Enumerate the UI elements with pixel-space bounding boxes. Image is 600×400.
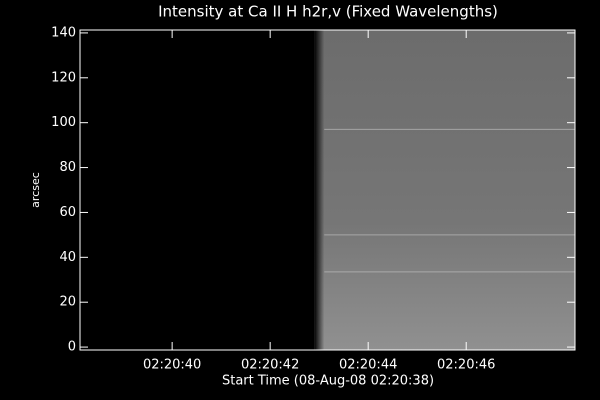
y-tick-label: 60 [59, 205, 76, 220]
image-data [314, 30, 575, 350]
y-tick-label: 40 [59, 250, 76, 265]
y-axis-label: arcsec [29, 172, 42, 208]
chart-title: Intensity at Ca II H h2r,v (Fixed Wavele… [158, 3, 498, 21]
x-axis-label: Start Time (08-Aug-08 02:20:38) [222, 374, 434, 389]
y-tick-label: 80 [59, 160, 76, 175]
x-tick-label: 02:20:40 [143, 358, 201, 373]
x-tick-label: 02:20:46 [437, 358, 495, 373]
x-tick-label: 02:20:42 [241, 358, 299, 373]
y-tick-label: 20 [59, 295, 76, 310]
y-tick-label: 140 [51, 25, 76, 40]
y-tick-label: 120 [51, 70, 76, 85]
plot-frame [79, 29, 576, 351]
image-edge [314, 30, 325, 350]
y-tick-label: 100 [51, 115, 76, 130]
y-tick-label: 0 [68, 340, 76, 355]
x-tick-label: 02:20:44 [339, 358, 397, 373]
